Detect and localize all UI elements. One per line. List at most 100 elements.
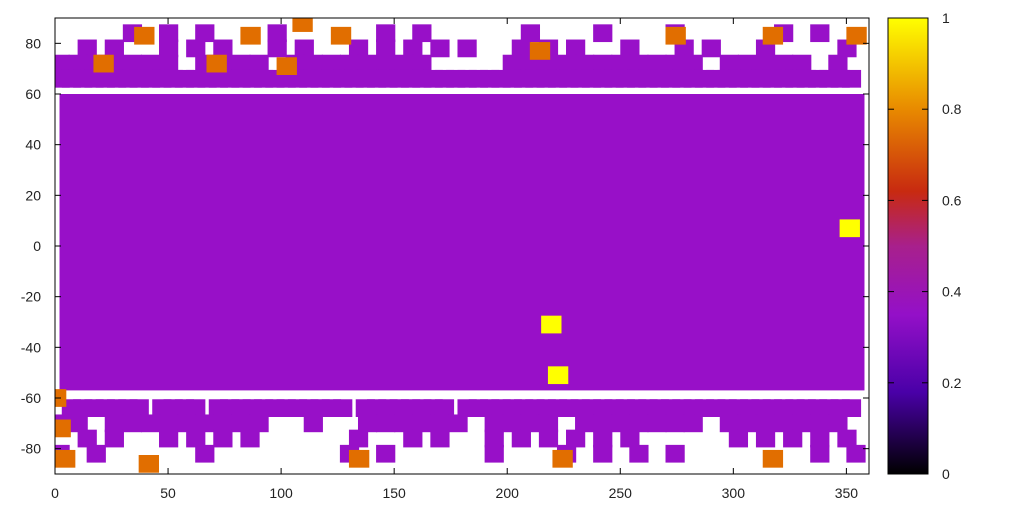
y-tick-label: -80: [21, 441, 41, 457]
heatmap-cell: [129, 399, 149, 417]
y-tick-label: -20: [21, 289, 41, 305]
heatmap-cell: [104, 414, 124, 433]
heatmap-cell: [140, 414, 161, 433]
heatmap-cell: [412, 24, 432, 43]
heatmap-cell: [140, 54, 161, 73]
heatmap-cell: [376, 39, 396, 58]
heatmap-cell: [755, 429, 776, 448]
heatmap-cell: [403, 429, 423, 448]
heatmap-cell: [511, 39, 531, 58]
heatmap-cell: [177, 414, 197, 433]
heatmap-cell: [484, 414, 504, 433]
heatmap-cell: [774, 54, 794, 73]
heatmap-cell: [566, 39, 586, 58]
heatmap-cell: [159, 39, 179, 58]
heatmap-cell: [755, 414, 776, 433]
heatmap-cell: [376, 414, 396, 433]
heatmap-cell: [86, 444, 106, 463]
heatmap-cell: [104, 39, 124, 58]
heatmap-cell: [810, 414, 830, 433]
heatmap-cell: [240, 429, 260, 448]
heatmap-cell: [484, 444, 504, 463]
heatmap-cell: [502, 54, 522, 73]
heatmap-data-cell: [330, 26, 352, 45]
heatmap-cell: [68, 414, 88, 433]
x-tick-label: 150: [382, 485, 406, 501]
heatmap-cell: [755, 54, 776, 73]
heatmap-cell: [267, 39, 287, 58]
heatmap-cell: [683, 414, 703, 433]
heatmap-highlight-cells: [55, 18, 867, 473]
heatmap-data-cell: [529, 42, 551, 60]
heatmap-data-cell: [839, 219, 860, 238]
heatmap-cell: [828, 414, 848, 433]
heatmap-cell: [303, 414, 323, 433]
y-tick-label: -40: [21, 339, 41, 355]
x-tick-label: 50: [160, 485, 176, 501]
heatmap-cell: [837, 429, 857, 448]
y-tick-label: 80: [25, 35, 41, 51]
heatmap-cell: [457, 39, 477, 58]
heatmap-cell: [122, 54, 143, 73]
heatmap-cell: [294, 39, 314, 58]
heatmap-cell: [520, 24, 541, 43]
x-tick-label: 100: [269, 485, 293, 501]
heatmap-cell: [566, 429, 586, 448]
heatmap-cell: [249, 414, 269, 433]
heatmap-cell: [575, 54, 595, 73]
x-tick-label: 350: [835, 485, 859, 501]
heatmap-cell: [575, 414, 595, 433]
heatmap-cell: [231, 414, 251, 433]
heatmap-cell: [394, 54, 414, 73]
heatmap-cell: [55, 54, 70, 73]
heatmap-cell: [430, 414, 450, 433]
heatmap-cell: [620, 39, 640, 58]
heatmap-data-cell: [55, 449, 76, 468]
heatmap-cell: [828, 54, 848, 73]
heatmap-cell: [647, 414, 667, 433]
heatmap-cell: [520, 414, 541, 433]
heatmap-cell: [538, 414, 559, 433]
heatmap-cell: [77, 39, 97, 58]
heatmap-data-cell: [762, 449, 784, 468]
heatmap-cell: [339, 54, 360, 73]
heatmap-cell: [303, 54, 323, 73]
heatmap-cell: [186, 429, 206, 448]
heatmap-cell: [186, 39, 206, 58]
heatmap-cell: [719, 414, 739, 433]
heatmap-cell: [774, 414, 794, 433]
heatmap-cell: [683, 54, 703, 73]
heatmap-cell: [846, 444, 866, 463]
heatmap-cell: [213, 429, 233, 448]
heatmap-cell: [333, 399, 353, 417]
heatmap-cell: [376, 444, 396, 463]
heatmap-cell: [629, 414, 649, 433]
heatmap-cell: [665, 444, 685, 463]
heatmap-cell: [104, 429, 124, 448]
heatmap-cell: [665, 54, 685, 73]
heatmap-cell: [434, 399, 455, 417]
heatmap-cell: [412, 54, 432, 73]
plot-area: [55, 18, 869, 474]
heatmap-cell: [195, 444, 215, 463]
heatmap-cell: [620, 429, 640, 448]
heatmap-cell: [159, 429, 179, 448]
heatmap-cell: [267, 24, 287, 43]
heatmap-data-cell: [134, 26, 155, 45]
heatmap-data-cell: [541, 315, 562, 334]
heatmap-cell: [122, 414, 143, 433]
heatmap-cell: [430, 429, 450, 448]
heatmap-data-cell: [348, 449, 370, 468]
heatmap-cell: [792, 54, 812, 73]
colorbar-tick-label: 1: [942, 10, 950, 26]
heatmap-cell: [665, 414, 685, 433]
heatmap-cell: [430, 39, 450, 58]
heatmap-cell: [611, 54, 631, 73]
heatmap-cell: [376, 54, 396, 73]
heatmap-data-cell: [846, 26, 867, 45]
heatmap-data-cell: [138, 455, 160, 473]
colorbar-tick-label: 0.8: [942, 101, 962, 117]
heatmap-cell: [376, 24, 396, 43]
colorbar-tick-label: 0.4: [942, 284, 962, 300]
